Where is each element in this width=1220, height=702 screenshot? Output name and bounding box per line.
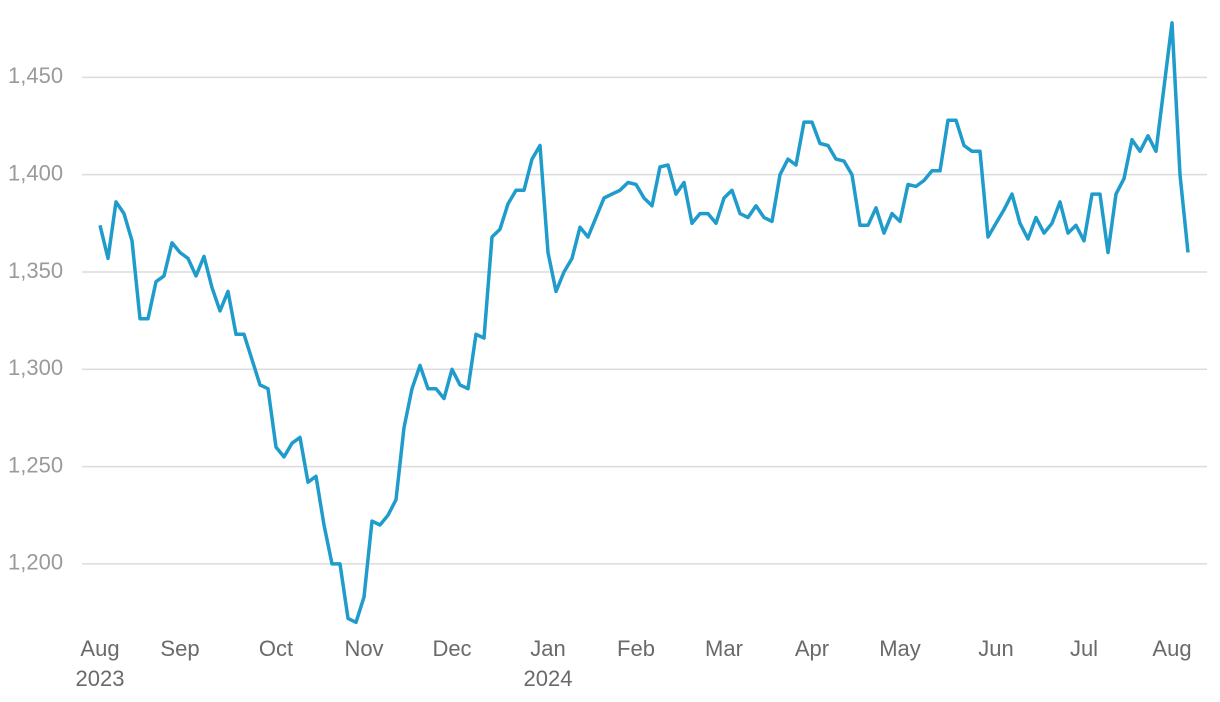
y-tick-label: 1,200 — [8, 550, 63, 575]
x-tick-label: Jun — [978, 636, 1013, 661]
x-tick-label: Jul — [1070, 636, 1098, 661]
line — [98, 21, 1190, 625]
x-tick-label: Sep — [160, 636, 199, 661]
x-tick-label: Apr — [795, 636, 829, 661]
x-tick-label: Jan 2024 — [524, 636, 573, 691]
x-tick-label: Nov — [344, 636, 383, 661]
x-tick-label: Mar — [705, 636, 743, 661]
y-tick-label: 1,350 — [8, 258, 63, 283]
x-tick-label: May — [879, 636, 921, 661]
y-tick-label: 1,300 — [8, 355, 63, 380]
x-tick-label: Aug 2023 — [76, 636, 125, 691]
y-tick-label: 1,400 — [8, 160, 63, 185]
y-tick-label: 1,250 — [8, 452, 63, 477]
y-tick-label: 1,450 — [8, 63, 63, 88]
x-tick-label: Aug — [1152, 636, 1191, 661]
x-tick-label: Oct — [259, 636, 293, 661]
x-tick-label: Dec — [432, 636, 471, 661]
x-tick-label: Feb — [617, 636, 655, 661]
